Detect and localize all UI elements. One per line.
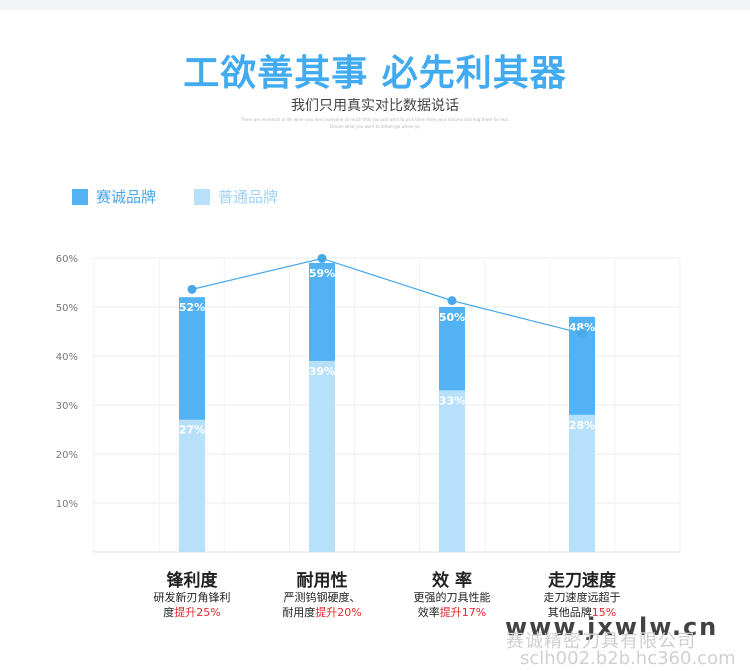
desc-highlight: 提升17% — [439, 606, 487, 619]
category-desc-line2: 度提升25% — [117, 605, 267, 620]
tiny-caption-line-2: Dream what you want to dream;go where yo — [330, 124, 420, 129]
category-caption-3: 走刀速度 走刀速度远超于 其他品牌15% — [507, 566, 657, 620]
y-tick-label: 30% — [56, 401, 78, 412]
legend-brand-label: 赛诚品牌 — [96, 188, 157, 206]
bar-brand-label: 59% — [309, 267, 335, 280]
bar-brand-label: 48% — [569, 321, 595, 334]
category-caption-0: 锋利度 研发新刃角锋利 度提升25% — [117, 566, 267, 620]
bar-normal — [309, 360, 335, 552]
bar-normal-label: 39% — [309, 365, 335, 378]
category-desc-line2: 耐用度提升20% — [247, 605, 397, 620]
bar-brand-label: 52% — [179, 301, 205, 314]
category-name: 效 率 — [432, 571, 472, 591]
trend-point — [577, 328, 587, 338]
top-bar — [0, 0, 750, 10]
category-caption-1: 耐用性 严测钨钢硬度、 耐用度提升20% — [247, 566, 397, 620]
category-name: 走刀速度 — [548, 571, 616, 591]
comparison-chart: 60% 50% 40% 30% 20% 10% 52% 27% 59% 39% 50% 33% 48% 2… — [56, 253, 681, 553]
page-subtitle: 我们只用真实对比数据说话 — [291, 98, 459, 114]
desc-text: 效率 — [417, 606, 440, 619]
legend-brand-swatch — [72, 188, 88, 205]
category-desc-line1: 更强的刀具性能 — [413, 591, 491, 604]
page-title: 工欲善其事 必先利其器 — [183, 53, 567, 94]
trend-point — [447, 296, 457, 306]
bar-normal-label: 33% — [439, 394, 465, 407]
category-desc-line2: 其他品牌15% — [507, 605, 657, 620]
legend-brand: 赛诚品牌 — [72, 186, 156, 207]
category-desc-line1: 研发新刃角锋利 — [153, 591, 231, 604]
category-name: 锋利度 — [166, 571, 218, 591]
y-tick-label: 50% — [56, 303, 78, 314]
category-caption-2: 效 率 更强的刀具性能 效率提升17% — [377, 566, 527, 620]
watermark-company: 赛诚精密刀具有限公司 — [506, 631, 696, 652]
bar-normal — [569, 414, 595, 552]
desc-highlight: 提升25% — [174, 606, 221, 619]
watermark-site: www.jxwlw.cn — [505, 613, 719, 641]
desc-text: 其他品牌 — [547, 606, 592, 619]
legend-normal: 普通品牌 — [194, 186, 278, 207]
desc-text: 耐用度 — [282, 606, 316, 619]
desc-text: 度 — [163, 606, 175, 619]
legend-normal-swatch — [194, 188, 210, 205]
bar-normal — [439, 390, 465, 552]
bar-normal-label: 28% — [569, 419, 595, 432]
trend-point — [317, 253, 327, 263]
desc-highlight: 提升20% — [315, 606, 362, 619]
category-desc-line2: 效率提升17% — [377, 605, 527, 620]
y-tick-label: 60% — [56, 254, 78, 265]
category-name: 耐用性 — [296, 571, 348, 591]
y-tick-label: 10% — [56, 499, 78, 510]
y-tick-label: 40% — [56, 352, 78, 363]
tiny-caption-line-1: There are moments in life when you miss … — [240, 117, 510, 122]
category-desc-line1: 严测钨钢硬度、 — [283, 591, 361, 604]
y-tick-label: 20% — [56, 450, 78, 461]
bar-normal — [179, 419, 205, 552]
watermark-url: sclh002.b2b.hc360.com — [520, 648, 736, 669]
bar-brand-label: 50% — [439, 311, 465, 324]
trend-point — [187, 284, 197, 294]
category-desc-line1: 走刀速度远超于 — [543, 591, 621, 604]
trend-line — [191, 257, 583, 335]
legend-normal-label: 普通品牌 — [218, 188, 279, 206]
desc-highlight: 15% — [591, 606, 617, 619]
bar-normal-label: 27% — [179, 424, 205, 437]
